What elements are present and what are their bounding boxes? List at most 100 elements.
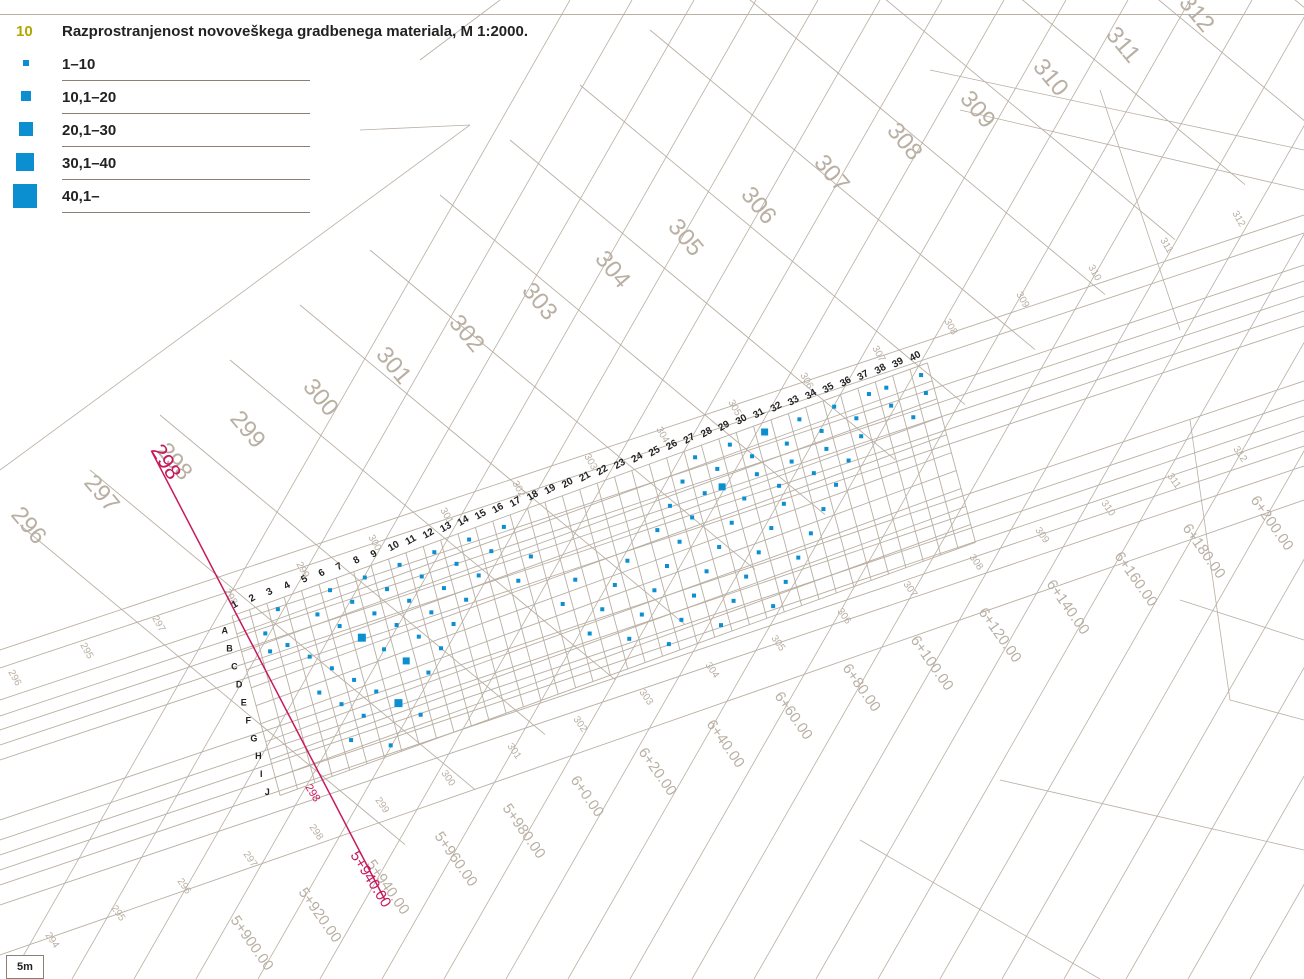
station-label: 6+20.00 xyxy=(635,745,680,800)
find-marker xyxy=(627,636,632,641)
grid-row-label: B xyxy=(226,644,233,654)
header-rule xyxy=(0,14,1304,15)
profile-number-large: 300 xyxy=(297,374,343,422)
station-label: 6+40.00 xyxy=(703,717,748,772)
grid-column-label: 13 xyxy=(438,520,454,535)
profile-number-bottom: 305 xyxy=(769,633,788,653)
legend-item: 1–10 xyxy=(0,48,310,81)
find-marker xyxy=(715,466,720,471)
grid-column-label: 35 xyxy=(821,381,837,396)
grid-column-label: 23 xyxy=(612,457,628,472)
find-marker xyxy=(911,415,916,420)
legend-item: 40,1– xyxy=(0,180,310,213)
station-label: 5+920.00 xyxy=(295,885,345,946)
profile-number-large: 306 xyxy=(735,182,781,230)
find-marker xyxy=(744,574,749,579)
find-marker xyxy=(587,631,592,636)
grid-line xyxy=(270,506,967,760)
find-marker xyxy=(489,549,494,554)
station-label: 6+120.00 xyxy=(975,605,1025,666)
find-marker xyxy=(652,588,657,593)
find-marker xyxy=(679,617,684,622)
parcel-line xyxy=(71,0,633,979)
find-marker xyxy=(784,441,789,446)
parcel-boundary xyxy=(1229,699,1304,721)
profile-number-bottom: 301 xyxy=(505,741,524,761)
find-marker xyxy=(268,649,273,654)
legend-swatch xyxy=(21,91,31,101)
find-marker xyxy=(426,670,431,675)
find-marker xyxy=(612,582,617,587)
scale-bar-label: 5m xyxy=(6,955,44,979)
find-marker xyxy=(667,503,672,508)
find-marker xyxy=(429,610,434,615)
parcel-line xyxy=(939,341,1304,979)
parcel-boundary xyxy=(1189,419,1231,701)
grid-column-label: 25 xyxy=(647,444,663,459)
parcel-line xyxy=(629,0,1191,979)
legend-label: 30,1–40 xyxy=(62,155,117,172)
grid-column-label: 33 xyxy=(786,393,802,408)
find-marker xyxy=(397,562,402,567)
grid-column-label: 11 xyxy=(404,533,419,548)
find-marker xyxy=(796,555,801,560)
station-label: 6+0.00 xyxy=(567,773,607,821)
parcel-line xyxy=(753,16,1304,979)
find-marker xyxy=(394,699,403,708)
parcel-line xyxy=(1125,667,1304,979)
find-marker xyxy=(919,373,924,378)
profile-number-large: 311 xyxy=(1100,22,1145,69)
legend-swatch xyxy=(19,122,33,136)
grid-row-label: F xyxy=(246,715,252,725)
profile-line xyxy=(439,194,826,515)
profile-number-bottom: 303 xyxy=(637,687,656,707)
profile-line xyxy=(19,524,406,845)
find-marker xyxy=(394,623,399,628)
find-marker xyxy=(727,442,732,447)
grid-column-label: 15 xyxy=(473,507,489,522)
parcel-boundary xyxy=(359,124,471,131)
reference-profile-line xyxy=(151,451,386,901)
find-marker xyxy=(350,599,355,604)
road-line xyxy=(0,325,1304,761)
grid-column-label: 34 xyxy=(803,387,819,402)
profile-number-large: 297 xyxy=(78,470,124,518)
find-marker xyxy=(834,482,839,487)
find-marker xyxy=(819,428,824,433)
find-marker xyxy=(361,713,366,718)
road-line xyxy=(0,295,1304,731)
legend-item: 20,1–30 xyxy=(0,114,310,147)
grid-row-label: I xyxy=(260,769,263,779)
road-line xyxy=(0,445,1304,886)
find-marker xyxy=(464,597,469,602)
find-marker xyxy=(432,550,437,555)
legend-item: 10,1–20 xyxy=(0,81,310,114)
legend-rule xyxy=(62,212,310,213)
grid-line xyxy=(275,523,971,778)
parcel-line xyxy=(505,0,1067,979)
find-marker xyxy=(441,586,446,591)
find-marker xyxy=(797,417,802,422)
profile-number-small: 297 xyxy=(149,614,167,634)
profile-line xyxy=(649,29,1036,350)
profile-number-bottom: 310 xyxy=(1099,498,1118,518)
grid-line xyxy=(251,434,947,689)
find-marker xyxy=(655,528,660,533)
profile-number-large: 301 xyxy=(370,342,416,390)
profile-number-bottom: 308 xyxy=(967,552,986,572)
find-marker xyxy=(407,598,412,603)
figure-title: Razprostranjenost novoveškega gradbenega… xyxy=(62,23,529,40)
find-marker xyxy=(357,633,366,642)
legend-label: 40,1– xyxy=(62,188,100,205)
grid-column-label: 32 xyxy=(769,400,785,415)
find-marker xyxy=(761,428,769,436)
parcel-boundary xyxy=(959,109,1304,191)
find-marker xyxy=(846,458,851,463)
profile-number-small: 311 xyxy=(1157,236,1175,256)
find-marker xyxy=(756,550,761,555)
road-line xyxy=(0,214,1304,651)
profile-number-bottom: 294 xyxy=(43,930,62,950)
profile-line xyxy=(229,359,616,680)
